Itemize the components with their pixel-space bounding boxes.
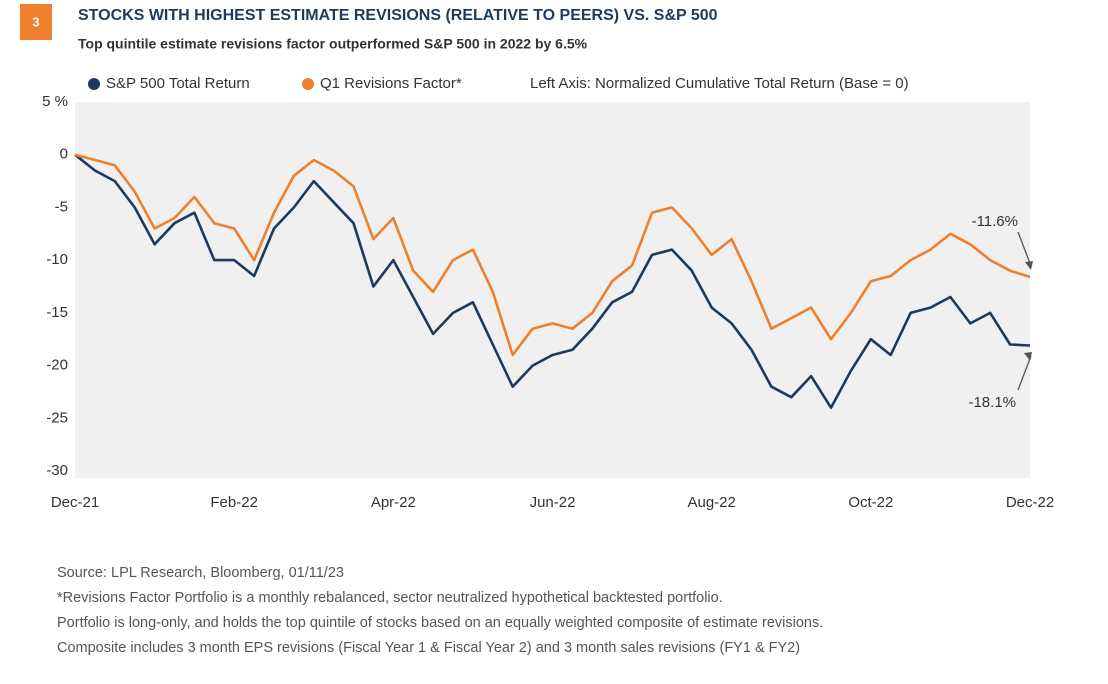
legend-marker bbox=[88, 78, 100, 90]
series-line bbox=[74, 153, 1031, 409]
x-tick-label: Jun-22 bbox=[530, 494, 576, 511]
x-tick-label: Apr-22 bbox=[371, 494, 416, 511]
legend-label: S&P 500 Total Return bbox=[106, 75, 250, 92]
axis-note: Left Axis: Normalized Cumulative Total R… bbox=[530, 75, 909, 92]
series-line bbox=[74, 153, 1031, 357]
y-tick-label: 5 % bbox=[42, 93, 68, 110]
y-tick-label: -30 bbox=[46, 462, 68, 479]
arrowhead bbox=[1024, 352, 1032, 361]
subtitle: Top quintile estimate revisions factor o… bbox=[78, 36, 588, 52]
legend-marker bbox=[302, 78, 314, 90]
annotation: -18.1% bbox=[968, 394, 1016, 411]
chart-title: STOCKS WITH HIGHEST ESTIMATE REVISIONS (… bbox=[78, 7, 718, 24]
footnote: Composite includes 3 month EPS revisions… bbox=[57, 640, 800, 656]
y-tick-label: -10 bbox=[46, 251, 68, 268]
x-tick-label: Aug-22 bbox=[687, 494, 735, 511]
y-tick-label: -5 bbox=[55, 198, 68, 215]
y-tick-label: 0 bbox=[60, 146, 68, 163]
y-tick-label: -15 bbox=[46, 304, 68, 321]
plot-area bbox=[75, 102, 1030, 478]
badge: 3 bbox=[32, 14, 39, 29]
y-tick-label: -25 bbox=[46, 409, 68, 426]
y-tick-label: -20 bbox=[46, 357, 68, 374]
arrow bbox=[1017, 355, 1032, 391]
footnote: *Revisions Factor Portfolio is a monthly… bbox=[57, 590, 723, 606]
badge-box bbox=[20, 4, 52, 40]
annotation: -11.6% bbox=[972, 213, 1018, 230]
arrow bbox=[1017, 231, 1032, 267]
footnotes: Source: LPL Research, Bloomberg, 01/11/2… bbox=[57, 565, 823, 656]
arrowhead bbox=[1025, 261, 1033, 270]
x-tick-label: Dec-22 bbox=[1006, 494, 1054, 511]
x-tick-label: Dec-21 bbox=[51, 494, 99, 511]
footnote: Portfolio is long-only, and holds the to… bbox=[57, 615, 823, 631]
x-tick-label: Oct-22 bbox=[848, 494, 893, 511]
x-tick-label: Feb-22 bbox=[210, 494, 258, 511]
legend-label: Q1 Revisions Factor* bbox=[320, 75, 462, 92]
footnote: Source: LPL Research, Bloomberg, 01/11/2… bbox=[57, 565, 344, 581]
